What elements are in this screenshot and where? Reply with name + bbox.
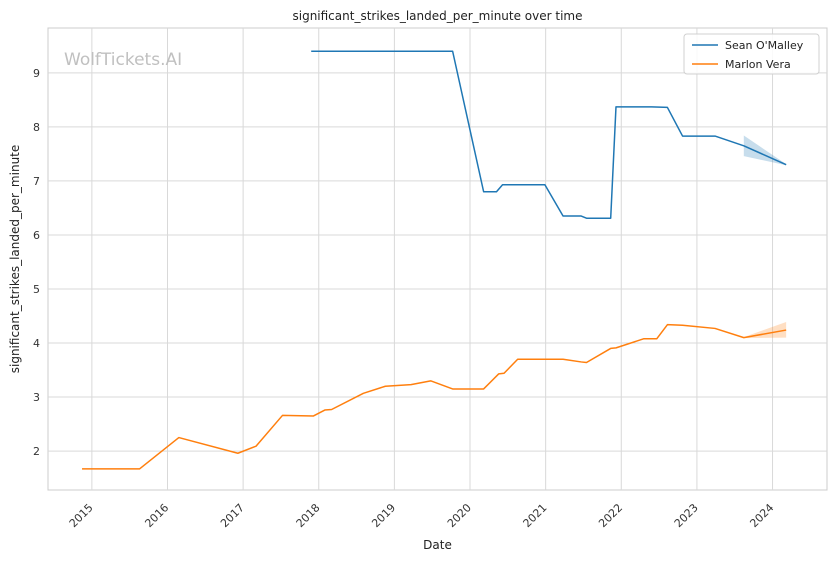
- series-lines: [82, 50, 787, 470]
- y-tick-label: 9: [33, 67, 40, 80]
- y-tick-label: 8: [33, 121, 40, 134]
- confidence-band-sean-o-malley: [743, 135, 787, 166]
- x-axis-label: Date: [423, 538, 452, 552]
- grid-lines: [48, 28, 827, 490]
- series-line-sean-o-malley: [311, 50, 787, 219]
- x-tick-label: 2018: [294, 501, 323, 530]
- chart-title: significant_strikes_landed_per_minute ov…: [292, 9, 582, 23]
- x-tick-labels: 2015 2016 2017 2018 2019 2020 2021 2022 2023 2024: [67, 501, 777, 530]
- x-tick-label: 2023: [672, 501, 701, 530]
- y-tick-label: 2: [33, 445, 40, 458]
- x-tick-label: 2015: [67, 501, 96, 530]
- x-tick-label: 2021: [521, 501, 550, 530]
- y-tick-label: 4: [33, 337, 40, 350]
- x-tick-label: 2017: [218, 501, 247, 530]
- y-tick-label: 6: [33, 229, 40, 242]
- confidence-band-marlon-vera: [743, 321, 787, 339]
- x-tick-label: 2016: [142, 501, 171, 530]
- watermark-text: WolfTickets.AI: [64, 50, 182, 70]
- series-line-marlon-vera: [82, 323, 787, 470]
- x-tick-label: 2020: [445, 501, 474, 530]
- x-tick-label: 2019: [369, 501, 398, 530]
- legend-label-marlon-vera: Marlon Vera: [725, 58, 791, 71]
- y-axis-label: significant_strikes_landed_per_minute: [8, 145, 22, 374]
- y-tick-labels: 2 3 4 5 6 7 8 9: [33, 67, 40, 458]
- x-tick-label: 2022: [596, 501, 625, 530]
- y-tick-label: 7: [33, 175, 40, 188]
- legend-label-sean-omalley: Sean O'Malley: [725, 39, 804, 52]
- y-tick-label: 3: [33, 391, 40, 404]
- y-tick-label: 5: [33, 283, 40, 296]
- legend: Sean O'Malley Marlon Vera: [683, 33, 820, 75]
- confidence-bands: [743, 135, 787, 339]
- x-tick-label: 2024: [747, 501, 776, 530]
- plot-area: [47, 27, 828, 491]
